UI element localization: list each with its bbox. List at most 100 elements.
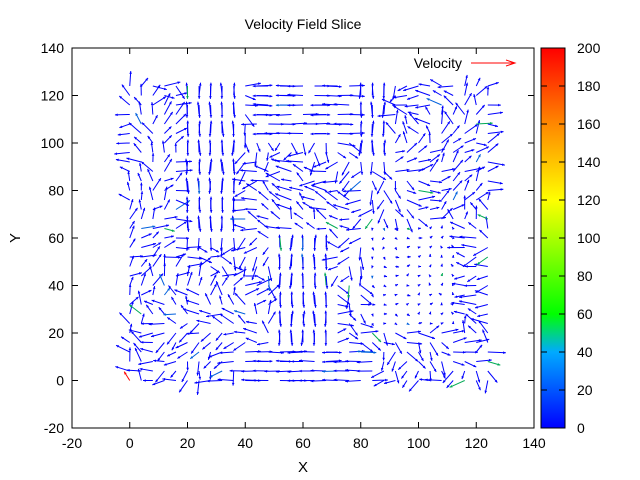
velocity-vector-head	[220, 254, 223, 258]
velocity-vector-head	[397, 134, 401, 138]
velocity-vector-head	[371, 322, 374, 326]
y-tick-label: 0	[56, 373, 64, 389]
velocity-vector	[449, 380, 465, 388]
velocity-vector-head	[292, 164, 296, 167]
velocity-vector-head	[289, 186, 293, 190]
velocity-vector-head	[269, 104, 273, 108]
velocity-vector-head	[472, 192, 475, 195]
velocity-vector-head	[221, 177, 225, 181]
velocity-vector-head	[314, 286, 317, 289]
velocity-vector-head	[477, 214, 481, 217]
velocity-vector-head	[360, 115, 363, 118]
velocity-vector-head	[183, 221, 187, 225]
velocity-vector-head	[455, 191, 458, 195]
velocity-vector-head	[233, 348, 237, 351]
velocity-vector-head	[499, 181, 503, 185]
velocity-vector-head	[351, 175, 355, 178]
velocity-vector-head	[389, 200, 393, 204]
velocity-vector-head	[394, 188, 397, 191]
velocity-vector-head	[178, 256, 181, 259]
velocity-vector-head	[301, 234, 304, 238]
velocity-vector-head	[406, 313, 410, 316]
velocity-vector-head	[415, 89, 419, 93]
velocity-vector-head	[374, 187, 377, 191]
velocity-vector-head	[371, 313, 374, 317]
velocity-vector	[459, 236, 477, 239]
velocity-vector-head	[428, 158, 431, 162]
velocity-vector-head	[230, 217, 233, 221]
velocity-vector-head	[155, 231, 159, 235]
velocity-vector-head	[303, 166, 307, 170]
velocity-vector-head	[488, 358, 492, 362]
velocity-vector-head	[190, 356, 194, 359]
velocity-vector-head	[406, 273, 409, 277]
velocity-vector-head	[241, 123, 244, 126]
velocity-vector-head	[314, 234, 317, 238]
velocity-vector-head	[323, 272, 327, 276]
velocity-vector-head	[333, 102, 337, 106]
velocity-vector-head	[140, 255, 144, 258]
velocity-vector-head	[219, 314, 223, 317]
velocity-vector-head	[440, 254, 443, 258]
velocity-vector-head	[252, 369, 256, 373]
velocity-vector-head	[167, 93, 171, 97]
velocity-vector-head	[240, 196, 244, 200]
velocity-vector-head	[443, 375, 446, 379]
velocity-vector-head	[477, 379, 481, 383]
velocity-vector-head	[484, 390, 488, 394]
velocity-vector-head	[392, 103, 395, 107]
velocity-vector-head	[231, 248, 235, 252]
velocity-vector-head	[396, 255, 400, 259]
velocity-vector-head	[217, 254, 221, 258]
velocity-vector-head	[451, 274, 455, 278]
velocity-vector-head	[221, 210, 224, 213]
velocity-vector-head	[481, 104, 485, 108]
velocity-vector-head	[404, 105, 408, 108]
velocity-vector-head	[362, 131, 365, 135]
velocity-vector-head	[345, 359, 348, 363]
velocity-vector-head	[355, 336, 359, 340]
velocity-vector-head	[304, 186, 308, 189]
velocity-vector-head	[114, 113, 118, 117]
velocity-vector-head	[275, 370, 279, 373]
velocity-vector-head	[479, 182, 483, 186]
velocity-vector-head	[129, 71, 132, 74]
velocity-vector-head	[217, 378, 221, 381]
velocity-vector-head	[312, 343, 316, 346]
velocity-vector-head	[359, 101, 363, 105]
velocity-vector-head	[148, 290, 152, 293]
velocity-vector-head	[485, 146, 489, 149]
velocity-vector-head	[150, 142, 154, 146]
velocity-vector-head	[169, 101, 172, 105]
velocity-vector-head	[372, 211, 375, 214]
velocity-vector-head	[186, 120, 190, 124]
velocity-vector-head	[306, 222, 310, 226]
velocity-vector-head	[424, 223, 428, 227]
velocity-vector-head	[402, 384, 405, 388]
velocity-vector-head	[252, 102, 256, 106]
velocity-vector-head	[290, 291, 294, 295]
velocity-vector-head	[456, 125, 460, 129]
velocity-vector-head	[424, 378, 428, 382]
velocity-vector-head	[132, 238, 136, 242]
velocity-vector-head	[287, 360, 291, 363]
velocity-vector-head	[232, 229, 235, 232]
velocity-vector-head	[371, 375, 375, 378]
velocity-vector-head	[157, 358, 161, 362]
velocity-vector-head	[166, 224, 169, 227]
velocity-vector	[487, 351, 506, 354]
velocity-vector-head	[279, 305, 282, 308]
colorbar-ticks: 0 20 40 60 80 100 120 140 160 180 200	[541, 40, 601, 436]
velocity-vector-head	[196, 372, 200, 376]
velocity-vector-head	[443, 90, 447, 94]
velocity-vector-head	[148, 322, 152, 326]
velocity-vector-head	[198, 82, 202, 86]
x-tick-label: 100	[407, 435, 431, 451]
velocity-vector-head	[170, 111, 173, 115]
velocity-vector-head	[264, 113, 268, 117]
velocity-vector-head	[242, 162, 246, 165]
velocity-vector-head	[406, 97, 410, 100]
velocity-vector-head	[301, 329, 305, 333]
velocity-vector-head	[393, 96, 397, 99]
velocity-vector-head	[345, 379, 348, 383]
